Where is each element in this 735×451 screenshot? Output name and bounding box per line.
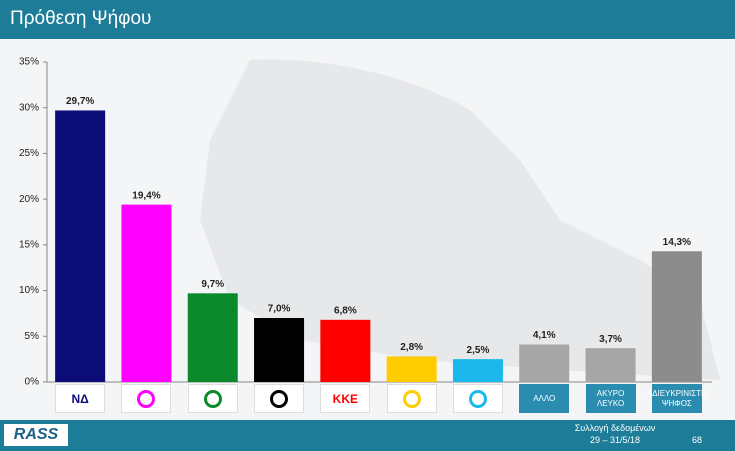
bar bbox=[386, 356, 437, 382]
party-logo bbox=[187, 384, 238, 413]
page-number: 68 bbox=[692, 435, 703, 445]
footer-dates: 29 – 31/5/18 bbox=[589, 435, 641, 445]
logo-mark bbox=[137, 389, 156, 408]
value-label: 9,7% bbox=[201, 279, 224, 290]
party-logo bbox=[386, 384, 437, 413]
y-tick-label: 25% bbox=[19, 148, 39, 159]
footer-note: Συλλογή δεδομένων bbox=[574, 423, 656, 433]
y-tick-label: 0% bbox=[25, 377, 40, 388]
map-background bbox=[200, 59, 720, 381]
party-logo-label: ΝΔ bbox=[55, 384, 106, 413]
x-tick-label: ΑΚΥΡΟ ΛΕΥΚΟ bbox=[585, 384, 636, 413]
value-label: 7,0% bbox=[268, 304, 291, 315]
bar bbox=[187, 293, 238, 382]
footer-logo: RASS bbox=[4, 424, 68, 446]
value-label: 2,8% bbox=[400, 342, 423, 353]
value-label: 4,1% bbox=[533, 330, 556, 341]
party-logo bbox=[121, 384, 172, 413]
y-tick-label: 15% bbox=[19, 239, 39, 250]
x-tick-label: ΑΛΛΟ bbox=[519, 384, 570, 413]
bar bbox=[519, 344, 570, 382]
bar bbox=[452, 359, 503, 382]
bar bbox=[254, 318, 305, 382]
value-label: 29,7% bbox=[66, 96, 94, 107]
y-tick-label: 35% bbox=[19, 57, 39, 68]
party-logo bbox=[452, 384, 503, 413]
chart-title: Πρόθεση Ψήφου bbox=[10, 8, 152, 29]
y-tick-label: 5% bbox=[25, 331, 40, 342]
logo-mark bbox=[402, 389, 421, 408]
x-tick-label: ΑΔΙΕΥΚΡΙΝΙΣΤΗ ΨΗΦΟΣ bbox=[647, 384, 707, 413]
y-tick-label: 10% bbox=[19, 285, 39, 296]
logo-mark bbox=[468, 389, 487, 408]
value-label: 3,7% bbox=[599, 334, 622, 345]
bar bbox=[121, 204, 172, 382]
footer-bar: RASS Συλλογή δεδομένων 29 – 31/5/18 68 bbox=[0, 420, 735, 451]
value-label: 2,5% bbox=[467, 345, 490, 356]
bar bbox=[585, 348, 636, 382]
y-tick-label: 30% bbox=[19, 102, 39, 113]
title-bar: Πρόθεση Ψήφου bbox=[0, 0, 735, 39]
party-logo-label: ΚΚΕ bbox=[320, 384, 371, 413]
value-label: 6,8% bbox=[334, 305, 357, 316]
party-logo bbox=[254, 384, 305, 413]
logo-mark bbox=[203, 389, 222, 408]
y-tick-label: 20% bbox=[19, 194, 39, 205]
value-label: 19,4% bbox=[132, 190, 160, 201]
value-label: 14,3% bbox=[663, 237, 691, 248]
logo-mark bbox=[270, 389, 289, 408]
bar bbox=[651, 251, 702, 382]
bar bbox=[55, 110, 106, 382]
bar bbox=[320, 319, 371, 382]
